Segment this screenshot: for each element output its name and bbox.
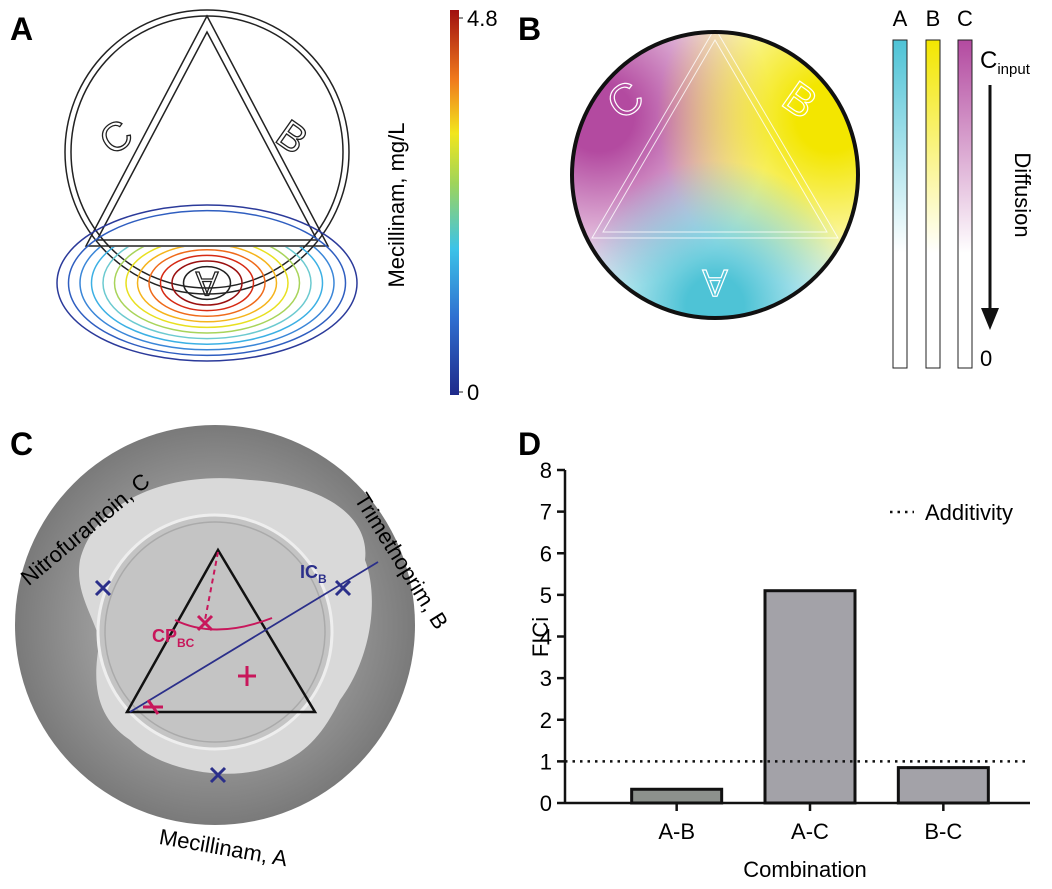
y-tick-label: 6 [540,541,552,566]
figure: A A B C Mecillinam, mg/L B A B C A B C C… [0,0,1052,884]
arrowhead [981,308,999,330]
well-label: A [702,261,728,303]
cp-sub: BC [177,636,195,650]
y-tick-label: 1 [540,749,552,774]
y-tick-label: 3 [540,666,552,691]
bar-label: B [926,6,941,31]
y-tick-label: 0 [540,791,552,816]
colorbar-tick-label: 0 [467,380,479,405]
colorbar [450,10,459,395]
y-tick-label: 4 [540,625,552,650]
bar [765,591,855,803]
legend-label: Additivity [925,500,1013,525]
x-tick-label: B-C [924,819,962,844]
colorbar-tick-label: 4.8 [467,6,498,31]
y-tick-label: 5 [540,583,552,608]
arrow-label: Diffusion [1010,152,1035,237]
colorbar-label: Mecillinam, mg/L [384,122,409,287]
x-axis-label: Combination [743,857,867,882]
panel-letter: D [518,426,541,462]
y-tick-label: 2 [540,708,552,733]
input-sub: input [997,61,1030,78]
bottom-label: 0 [980,346,992,371]
well-dish [98,515,332,749]
ic-main: IC [300,562,318,582]
panel-letter: C [10,426,33,462]
x-tick-label: A-B [658,819,695,844]
bar [632,789,722,803]
gradient-bars [893,40,972,368]
bar-label: A [893,6,908,31]
panel-letter: B [518,11,541,47]
ic-sub: B [318,572,327,586]
cp-main: CP [152,626,177,646]
bar [898,768,988,803]
panel-letter: A [10,11,33,47]
y-tick-label: 7 [540,500,552,525]
input-label: Cinput [980,47,1031,78]
well-label: B [268,112,315,163]
bar-label: C [957,6,973,31]
input-main: C [980,47,997,74]
y-tick-label: 8 [540,458,552,483]
well-label: A [195,264,218,302]
x-tick-label: A-C [791,819,829,844]
drug-label: Mecillinam, A [157,824,289,871]
